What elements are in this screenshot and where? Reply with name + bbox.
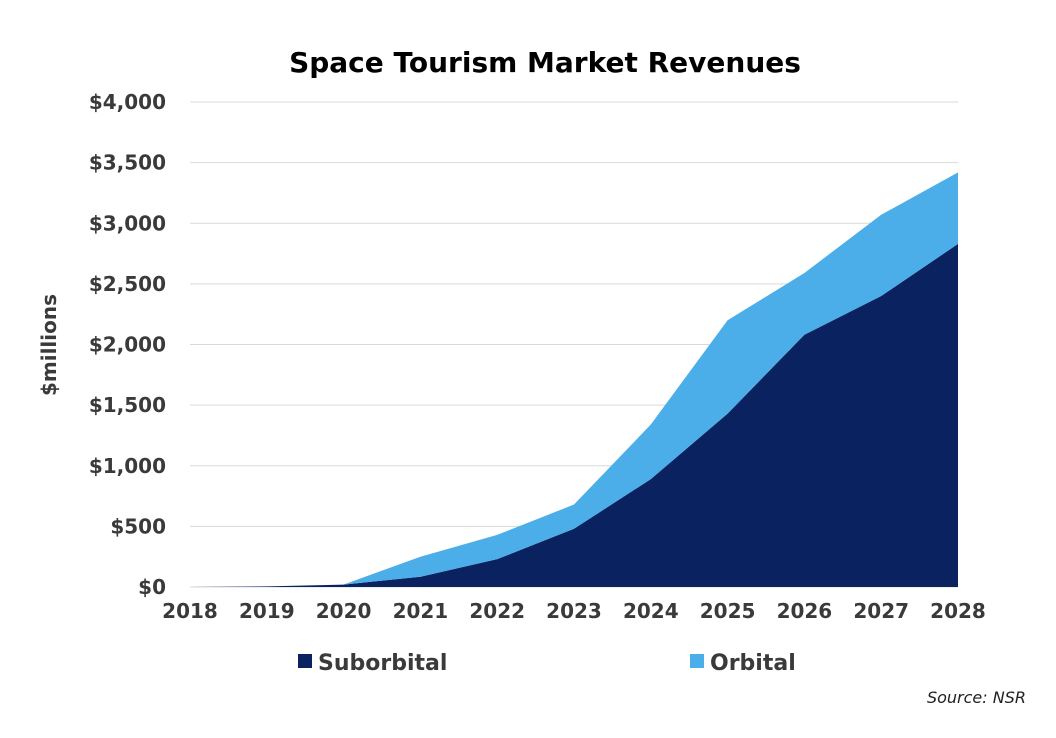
x-tick-label: 2020 [316, 599, 372, 623]
x-tick-label: 2023 [546, 599, 602, 623]
x-tick-label: 2019 [239, 599, 295, 623]
x-tick-label: 2028 [930, 599, 986, 623]
x-axis-ticks: 2018 2019 2020 2021 2022 2023 2024 2025 2026 2027… [162, 599, 986, 623]
area-series [190, 172, 958, 588]
legend-label: Suborbital [318, 651, 447, 676]
gridlines [190, 101, 958, 588]
y-tick-label: $3,000 [89, 211, 166, 235]
x-tick-label: 2022 [469, 599, 525, 623]
x-tick-label: 2021 [393, 599, 449, 623]
legend-swatch [298, 654, 312, 668]
series-area-suborbital [190, 243, 958, 588]
y-tick-label: $2,500 [89, 272, 166, 296]
y-axis-ticks: $0 $500 $1,000 $1,500 $2,000 $2,500 $3,000 $3,5… [89, 90, 166, 599]
x-tick-label: 2026 [777, 599, 833, 623]
y-tick-label: $4,000 [89, 90, 166, 114]
legend-item-suborbital: Suborbital [298, 651, 447, 676]
y-tick-label: $1,000 [89, 454, 166, 478]
y-tick-label: $1,500 [89, 393, 166, 417]
source-note: Source: NSR [927, 688, 1026, 707]
y-tick-label: $500 [110, 514, 166, 538]
legend-label: Orbital [710, 651, 796, 676]
y-tick-label: $2,000 [89, 333, 166, 357]
y-tick-label: $0 [138, 575, 166, 599]
legend: Suborbital Orbital [298, 651, 796, 676]
x-tick-label: 2024 [623, 599, 679, 623]
y-tick-label: $3,500 [89, 151, 166, 175]
y-axis-label: $millions [37, 294, 61, 396]
legend-item-orbital: Orbital [690, 651, 796, 676]
legend-swatch [690, 654, 704, 668]
chart-title: Space Tourism Market Revenues [289, 46, 801, 79]
x-tick-label: 2027 [853, 599, 909, 623]
x-tick-label: 2018 [162, 599, 218, 623]
x-tick-label: 2025 [700, 599, 756, 623]
